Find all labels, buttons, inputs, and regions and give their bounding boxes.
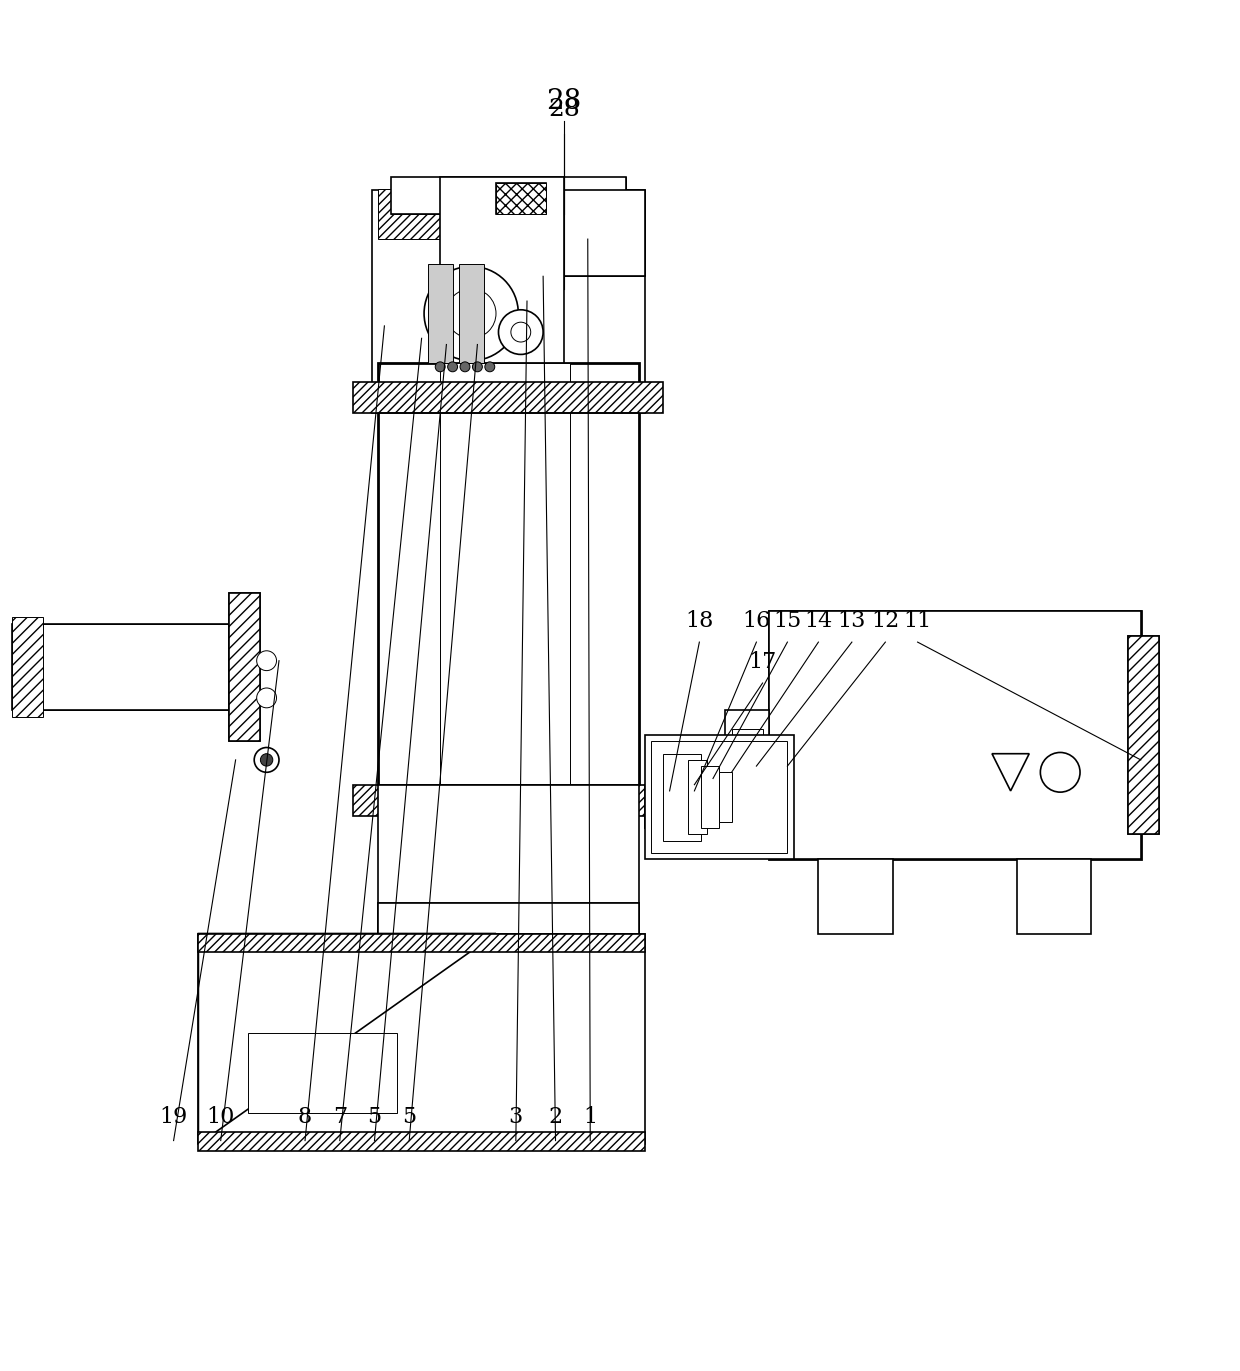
Bar xyxy=(496,184,546,214)
Circle shape xyxy=(446,289,496,339)
Circle shape xyxy=(464,306,479,321)
Bar xyxy=(521,189,558,314)
Bar xyxy=(353,784,663,816)
Bar xyxy=(198,934,645,951)
Bar xyxy=(496,184,546,214)
Circle shape xyxy=(448,362,458,372)
Text: 1: 1 xyxy=(583,1106,598,1128)
Circle shape xyxy=(485,362,495,372)
Circle shape xyxy=(841,862,870,893)
Bar xyxy=(521,189,558,314)
Text: 10: 10 xyxy=(207,1106,234,1128)
Bar xyxy=(645,735,794,860)
Text: 19: 19 xyxy=(160,1106,187,1128)
Bar xyxy=(546,189,645,277)
Bar xyxy=(769,611,1141,860)
Bar xyxy=(732,729,763,791)
Bar xyxy=(428,263,453,363)
Circle shape xyxy=(424,266,518,361)
Bar xyxy=(645,784,769,828)
Bar xyxy=(725,710,769,809)
Circle shape xyxy=(472,362,482,372)
Text: 11: 11 xyxy=(904,610,931,632)
Bar xyxy=(440,177,564,872)
Bar xyxy=(229,592,260,742)
Text: 28: 28 xyxy=(548,99,580,121)
Bar xyxy=(459,263,484,363)
Bar xyxy=(378,784,639,934)
Circle shape xyxy=(424,787,518,882)
Polygon shape xyxy=(198,934,645,1145)
Text: 2: 2 xyxy=(548,1106,563,1128)
Text: 18: 18 xyxy=(686,610,713,632)
Bar xyxy=(378,363,639,809)
Circle shape xyxy=(464,827,479,842)
Bar xyxy=(12,617,43,717)
Text: 8: 8 xyxy=(298,1106,312,1128)
Circle shape xyxy=(254,747,279,772)
Text: 5: 5 xyxy=(367,1106,382,1128)
Polygon shape xyxy=(198,934,496,1145)
Bar xyxy=(229,592,260,742)
Text: 3: 3 xyxy=(508,1106,523,1128)
Bar xyxy=(1128,636,1159,835)
Bar xyxy=(701,766,719,828)
Circle shape xyxy=(257,651,277,670)
Bar xyxy=(12,624,229,710)
Bar xyxy=(651,742,787,853)
Circle shape xyxy=(435,362,445,372)
Bar xyxy=(378,902,639,934)
Text: 5: 5 xyxy=(402,1106,417,1128)
Bar xyxy=(440,363,570,809)
Text: 7: 7 xyxy=(332,1106,347,1128)
Bar xyxy=(391,177,626,214)
Circle shape xyxy=(1040,753,1080,792)
Text: 13: 13 xyxy=(838,610,866,632)
Bar xyxy=(769,611,1141,860)
Bar xyxy=(688,760,707,835)
Bar xyxy=(1128,636,1159,835)
Circle shape xyxy=(511,322,531,341)
Bar xyxy=(372,189,645,413)
Text: 12: 12 xyxy=(872,610,899,632)
Bar xyxy=(353,381,663,413)
Circle shape xyxy=(260,754,273,766)
Text: 15: 15 xyxy=(774,610,801,632)
Polygon shape xyxy=(248,1032,397,1113)
Text: 14: 14 xyxy=(805,610,832,632)
Bar xyxy=(391,177,626,214)
Text: 28: 28 xyxy=(547,88,582,115)
Bar xyxy=(663,754,701,840)
Bar xyxy=(645,809,769,828)
Bar xyxy=(378,902,639,934)
Circle shape xyxy=(1033,862,1063,893)
Polygon shape xyxy=(992,754,1029,791)
Bar xyxy=(546,189,645,277)
Circle shape xyxy=(446,809,496,860)
Bar xyxy=(818,860,893,934)
Text: 16: 16 xyxy=(743,610,770,632)
Bar xyxy=(378,189,639,239)
Circle shape xyxy=(498,310,543,355)
Bar xyxy=(1017,860,1091,934)
Circle shape xyxy=(257,688,277,707)
Bar xyxy=(719,772,732,821)
Bar xyxy=(440,363,570,809)
Text: 17: 17 xyxy=(749,651,776,673)
Circle shape xyxy=(460,362,470,372)
Bar xyxy=(198,1132,645,1150)
